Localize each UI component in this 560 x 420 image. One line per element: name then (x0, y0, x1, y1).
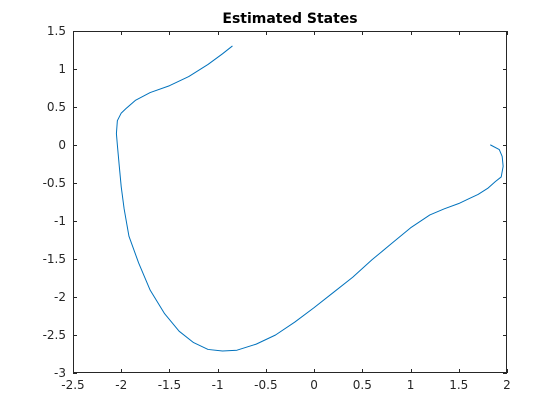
series-layer (115, 45, 504, 352)
x-tick-label: 2 (503, 378, 511, 392)
series-line-0 (115, 45, 504, 352)
y-tick-label: -0.5 (43, 176, 66, 190)
y-tick-label: 1.5 (47, 24, 66, 38)
x-tick-label: 0 (310, 378, 318, 392)
y-tick-label: -3 (54, 366, 66, 380)
x-tick-label: -1.5 (158, 378, 181, 392)
tick-layer: -2.5 -2 -1.5 -1 -0.5 0 0.5 1 1.5 2 1.5 1 0.5 0 -0.5 -1 -… (43, 24, 511, 392)
plot-area (73, 31, 507, 373)
y-tick-label: 0.5 (47, 100, 66, 114)
y-tick-label: -1 (54, 214, 66, 228)
x-tick-label: -2 (115, 378, 127, 392)
y-tick-label: -2 (54, 290, 66, 304)
axes-box (73, 31, 507, 373)
y-tick-label: -2.5 (43, 328, 66, 342)
x-tick-label: 1 (407, 378, 415, 392)
chart-title: Estimated States (222, 11, 357, 27)
x-tick-label: -0.5 (254, 378, 277, 392)
y-tick-label: 0 (58, 138, 66, 152)
x-tick-label: 0.5 (353, 378, 372, 392)
x-tick-label: -2.5 (61, 378, 84, 392)
x-tick-label: -1 (212, 378, 224, 392)
x-tick-label: 1.5 (449, 378, 468, 392)
y-tick-label: -1.5 (43, 252, 66, 266)
y-tick-label: 1 (58, 62, 66, 76)
